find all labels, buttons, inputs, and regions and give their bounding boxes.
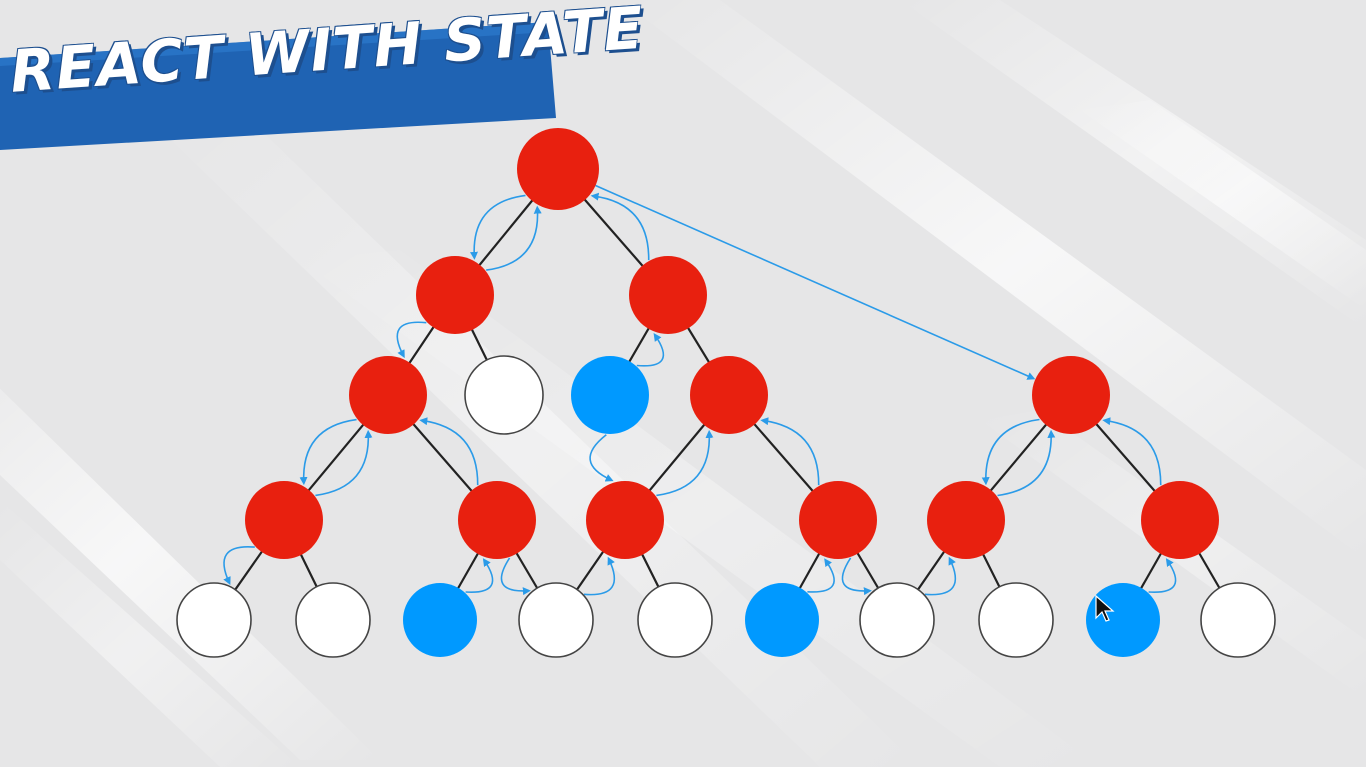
state-arrow-n19-to-n11: [807, 558, 835, 593]
state-arrow-n17-to-n10: [583, 556, 616, 596]
node-stateless-n17: [518, 582, 594, 658]
state-arrow-n8-to-n14: [223, 546, 255, 586]
node-stateless-n21: [978, 582, 1054, 658]
state-arrow-n13-to-n7: [1102, 417, 1162, 486]
state-arrow-n10-to-n6: [656, 429, 714, 497]
node-stateful-n6: [690, 356, 768, 434]
node-stateful-n1: [416, 256, 494, 334]
node-stateful-n8: [245, 481, 323, 559]
node-state-source-n5: [571, 356, 649, 434]
state-arrow-n1-to-n0: [486, 205, 542, 271]
mouse-cursor-icon: [1095, 594, 1115, 622]
node-stateless-n15: [295, 582, 371, 658]
state-arrow-n16-to-n9: [465, 558, 494, 593]
state-arrow-n5-to-n10: [589, 434, 614, 482]
node-stateless-n23: [1200, 582, 1276, 658]
node-stateful-n3: [349, 356, 427, 434]
state-arrow-n3-to-n8: [299, 418, 357, 486]
node-stateless-n14: [176, 582, 252, 658]
state-arrow-n20-to-n12: [924, 556, 957, 596]
state-arrow-n22-to-n13: [1148, 558, 1177, 593]
state-arrow-n11-to-n6: [760, 417, 820, 486]
node-state-source-n19: [745, 583, 819, 657]
state-arrow-n5-to-n2: [636, 333, 665, 367]
node-stateless-n4: [464, 355, 544, 435]
state-arrow-n9-to-n17: [500, 557, 531, 596]
state-arrow-n7-to-n12: [981, 418, 1040, 486]
state-arrow-n9-to-n3: [419, 417, 479, 486]
title-banner: [0, 22, 556, 150]
state-arrow-n1-to-n3: [396, 321, 427, 359]
node-stateful-n2: [629, 256, 707, 334]
node-stateless-n20: [859, 582, 935, 658]
tree-nodes: [176, 128, 1276, 658]
state-arrow-n2-to-n0: [590, 192, 650, 261]
node-stateful-n10: [586, 481, 664, 559]
state-arrow-n11-to-n20: [841, 557, 872, 596]
node-stateless-n18: [637, 582, 713, 658]
node-stateful-n12: [927, 481, 1005, 559]
node-stateful-n13: [1141, 481, 1219, 559]
state-arrow-n0-to-n7: [595, 184, 1036, 380]
state-arrow-n12-to-n7: [997, 429, 1056, 497]
node-stateful-n0: [517, 128, 599, 210]
state-arrow-n8-to-n3: [315, 429, 373, 497]
state-flow-arrows: [223, 184, 1177, 596]
state-arrow-n0-to-n1: [470, 194, 526, 260]
node-stateful-n9: [458, 481, 536, 559]
node-state-source-n22: [1086, 583, 1160, 657]
node-state-source-n16: [403, 583, 477, 657]
node-stateful-n11: [799, 481, 877, 559]
node-stateful-n7: [1032, 356, 1110, 434]
